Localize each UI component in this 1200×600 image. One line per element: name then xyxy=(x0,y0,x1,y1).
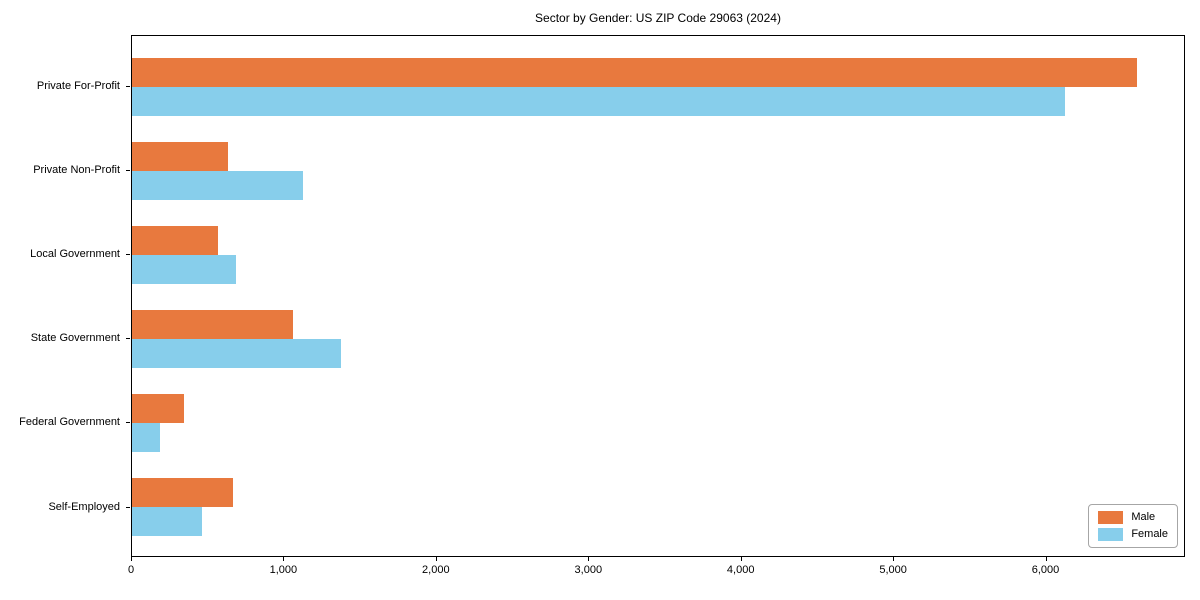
plot-area: Male Female xyxy=(131,35,1185,557)
y-tick-label-state-government: State Government xyxy=(30,332,120,345)
y-tick-mark xyxy=(126,169,130,171)
bar-male-private-non-profit xyxy=(132,141,228,171)
bar-female-private-non-profit xyxy=(132,170,303,200)
x-tick-label: 0 xyxy=(127,564,135,576)
bar-male-self-employed xyxy=(132,478,234,508)
legend-item-female: Female xyxy=(1098,528,1168,541)
y-tick-mark xyxy=(126,506,130,508)
bar-female-federal-government xyxy=(132,423,161,453)
bar-female-state-government xyxy=(132,339,341,369)
y-tick-mark xyxy=(126,338,130,340)
x-tick-mark xyxy=(435,557,437,561)
legend-swatch-male-icon xyxy=(1098,511,1124,524)
x-tick-label: 5,000 xyxy=(879,564,907,576)
x-tick-label: 4,000 xyxy=(726,564,755,576)
bar-female-local-government xyxy=(132,254,237,284)
y-tick-mark xyxy=(126,85,130,87)
x-tick-mark xyxy=(131,557,132,561)
x-tick-label: 3,000 xyxy=(574,564,603,576)
x-tick-mark xyxy=(1045,557,1047,561)
y-tick-label-private-for-profit: Private For-Profit xyxy=(36,79,120,92)
x-tick-label: 6,000 xyxy=(1031,564,1060,576)
x-tick-mark xyxy=(893,557,895,561)
y-tick-label-self-employed: Self-Employed xyxy=(48,500,120,513)
y-tick-mark xyxy=(126,253,130,255)
y-tick-label-local-government: Local Government xyxy=(30,247,120,260)
x-tick-mark xyxy=(283,557,285,561)
y-tick-label-private-non-profit: Private Non-Profit xyxy=(33,163,120,176)
bar-male-private-for-profit xyxy=(132,57,1137,87)
bar-male-federal-government xyxy=(132,394,184,424)
legend-label-male: Male xyxy=(1131,511,1156,523)
bar-male-local-government xyxy=(132,225,219,255)
legend-label-female: Female xyxy=(1131,528,1168,540)
legend-item-male: Male xyxy=(1098,511,1168,524)
x-tick-mark xyxy=(588,557,590,561)
x-tick-mark xyxy=(740,557,742,561)
bar-female-self-employed xyxy=(132,507,203,537)
x-tick-label: 1,000 xyxy=(269,564,298,576)
bar-female-private-for-profit xyxy=(132,86,1065,116)
legend-swatch-female-icon xyxy=(1098,528,1124,541)
bar-male-state-government xyxy=(132,310,293,340)
y-tick-mark xyxy=(126,422,130,424)
chart-title: Sector by Gender: US ZIP Code 29063 (202… xyxy=(535,11,781,25)
legend: Male Female xyxy=(1088,504,1178,548)
y-tick-label-federal-government: Federal Government xyxy=(19,416,120,429)
x-tick-label: 2,000 xyxy=(422,564,450,576)
